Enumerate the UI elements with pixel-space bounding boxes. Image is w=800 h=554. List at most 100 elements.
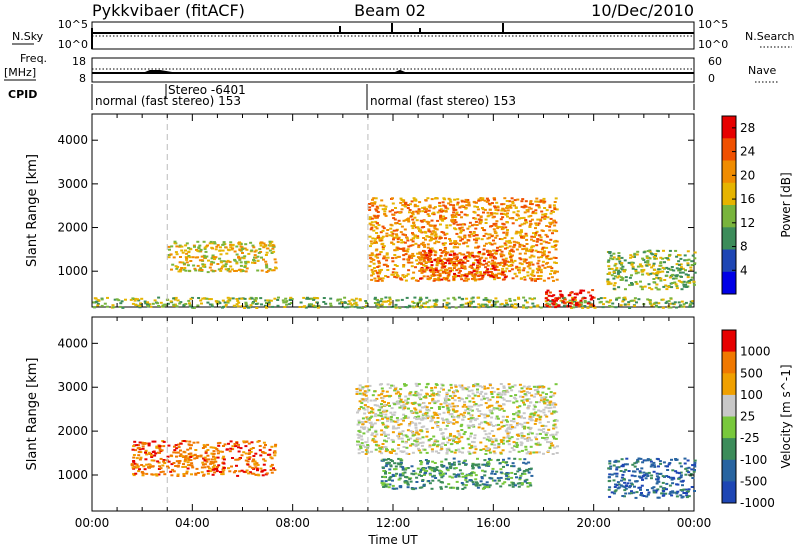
echo-cell-1 bbox=[251, 261, 254, 264]
echo-cell-2 bbox=[414, 279, 418, 282]
echo-cell-1 bbox=[386, 420, 389, 423]
echo-cell-1 bbox=[251, 244, 255, 247]
echo-cell-3 bbox=[503, 276, 507, 279]
echo-cell-0 bbox=[232, 304, 236, 307]
echo-cell-1 bbox=[467, 443, 471, 446]
echo-cell-0 bbox=[477, 303, 481, 306]
echo-cell-0 bbox=[220, 473, 224, 476]
echo-cell-1 bbox=[417, 415, 421, 418]
echo-cell-2 bbox=[406, 486, 410, 489]
echo-cell-2 bbox=[389, 464, 393, 467]
echo-cell-4 bbox=[577, 305, 581, 308]
echo-cell-1 bbox=[240, 246, 244, 249]
echo-cell-1 bbox=[359, 406, 363, 408]
echo-cell-1 bbox=[467, 390, 471, 393]
echo-cell-5 bbox=[616, 276, 620, 279]
echo-cell-1 bbox=[440, 417, 444, 420]
echo-cell-2 bbox=[472, 276, 476, 279]
echo-cell-1 bbox=[363, 412, 367, 415]
echo-cell-4 bbox=[568, 302, 572, 304]
echo-cell-0 bbox=[190, 306, 194, 309]
echo-cell-2 bbox=[431, 475, 435, 478]
echo-cell-2 bbox=[525, 238, 529, 241]
echo-cell-0 bbox=[174, 465, 178, 467]
echo-cell-1 bbox=[511, 426, 514, 428]
echo-cell-2 bbox=[531, 212, 535, 215]
echo-cell-2 bbox=[370, 253, 374, 256]
echo-cell-0 bbox=[324, 302, 328, 305]
echo-cell-3 bbox=[495, 249, 499, 252]
echo-cell-0 bbox=[259, 297, 263, 300]
echo-cell-2 bbox=[370, 257, 374, 260]
echo-cell-1 bbox=[397, 423, 401, 426]
echo-cell-0 bbox=[667, 306, 671, 309]
echo-cell-2 bbox=[515, 265, 519, 268]
echo-cell-2 bbox=[499, 468, 503, 471]
echo-cell-0 bbox=[380, 297, 384, 300]
echo-cell-0 bbox=[162, 460, 166, 463]
echo-cell-5 bbox=[612, 252, 616, 255]
echo-cell-1 bbox=[478, 385, 482, 388]
echo-cell-5 bbox=[615, 258, 619, 261]
echo-cell-0 bbox=[682, 305, 686, 308]
echo-cell-2 bbox=[388, 483, 392, 486]
echo-cell-0 bbox=[212, 455, 215, 458]
echo-cell-0 bbox=[240, 297, 244, 300]
echo-cell-0 bbox=[162, 459, 166, 461]
echo-cell-1 bbox=[406, 401, 410, 404]
echo-cell-1 bbox=[444, 398, 448, 401]
echo-cell-5 bbox=[687, 258, 691, 261]
echo-cell-2 bbox=[370, 217, 374, 220]
echo-cell-1 bbox=[257, 251, 261, 254]
echo-cell-2 bbox=[369, 245, 372, 248]
echo-cell-1 bbox=[490, 423, 493, 426]
echo-cell-2 bbox=[534, 222, 538, 225]
echo-cell-1 bbox=[451, 408, 455, 411]
echo-cell-1 bbox=[529, 413, 533, 416]
echo-cell-1 bbox=[238, 258, 242, 261]
echo-cell-2 bbox=[484, 242, 488, 245]
echo-cell-1 bbox=[265, 271, 269, 273]
echo-cell-2 bbox=[476, 486, 480, 489]
echo-cell-1 bbox=[361, 386, 365, 389]
echo-cell-2 bbox=[481, 207, 484, 209]
nsky-tick-bottom: 10^0 bbox=[58, 38, 88, 51]
echo-cell-5 bbox=[634, 272, 638, 275]
echo-cell-2 bbox=[536, 278, 540, 280]
echo-cell-3 bbox=[499, 255, 503, 258]
echo-cell-2 bbox=[490, 225, 494, 227]
echo-cell-1 bbox=[445, 393, 449, 396]
echo-cell-3 bbox=[504, 259, 508, 262]
echo-cell-1 bbox=[206, 271, 210, 274]
echo-cell-2 bbox=[368, 222, 372, 225]
echo-cell-3 bbox=[468, 252, 472, 255]
echo-cell-0 bbox=[246, 463, 250, 466]
echo-cell-1 bbox=[417, 403, 421, 406]
echo-cell-2 bbox=[444, 485, 448, 488]
echo-cell-0 bbox=[343, 296, 347, 299]
echo-cell-1 bbox=[168, 248, 171, 251]
echo-cell-3 bbox=[659, 472, 663, 475]
echo-cell-1 bbox=[551, 394, 555, 397]
echo-cell-0 bbox=[380, 303, 384, 306]
echo-cell-3 bbox=[669, 476, 672, 479]
echo-cell-5 bbox=[608, 271, 612, 274]
echo-cell-1 bbox=[493, 446, 497, 449]
echo-cell-2 bbox=[513, 259, 517, 262]
echo-cell-2 bbox=[523, 252, 527, 255]
echo-cell-1 bbox=[228, 260, 232, 263]
echo-cell-0 bbox=[285, 300, 289, 303]
echo-cell-0 bbox=[143, 468, 147, 471]
echo-cell-2 bbox=[499, 476, 503, 479]
echo-cell-1 bbox=[437, 394, 441, 397]
echo-cell-1 bbox=[244, 260, 248, 263]
echo-cell-5 bbox=[654, 286, 658, 289]
echo-cell-2 bbox=[438, 235, 442, 238]
echo-cell-0 bbox=[173, 449, 177, 452]
echo-cell-2 bbox=[467, 239, 471, 242]
echo-cell-0 bbox=[172, 462, 176, 464]
echo-cell-2 bbox=[369, 228, 373, 231]
echo-cell-1 bbox=[473, 418, 477, 421]
echo-cell-2 bbox=[445, 466, 449, 469]
echo-cell-1 bbox=[426, 393, 429, 396]
